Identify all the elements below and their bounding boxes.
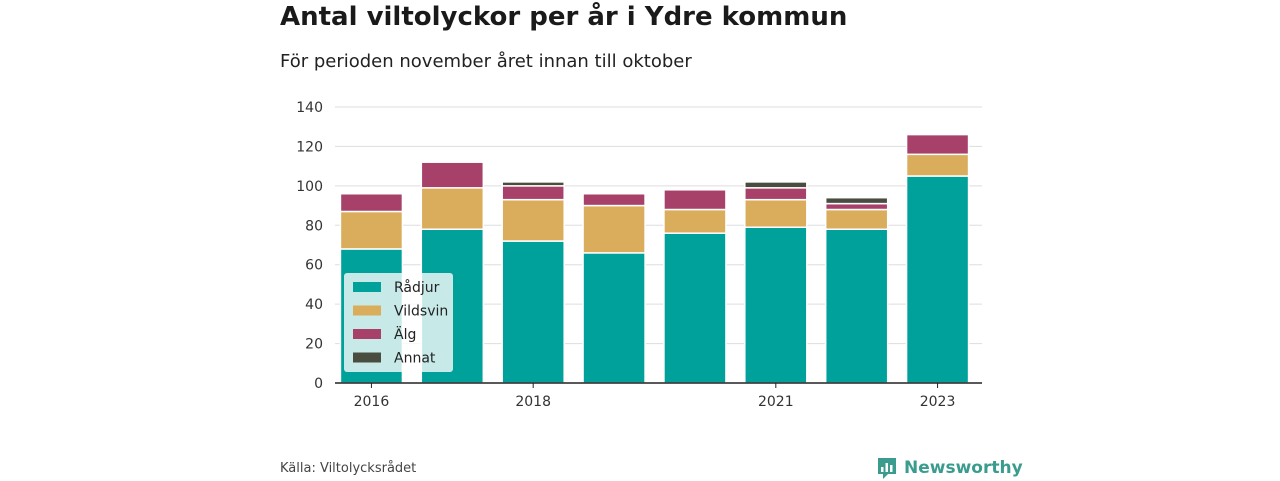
brand-logo[interactable]: Newsworthy	[876, 455, 1023, 481]
bar-segment	[744, 198, 808, 229]
legend-swatch	[353, 352, 381, 363]
y-tick-label: 20	[305, 337, 323, 353]
legend-label: Rådjur	[394, 279, 440, 296]
bar-segment	[905, 175, 970, 384]
legend-label: Annat	[394, 351, 436, 367]
source-note: Källa: Viltolycksrådet	[280, 461, 417, 476]
y-tick-label: 60	[305, 258, 323, 274]
bar-segment	[905, 133, 970, 156]
y-tick-label: 140	[296, 100, 323, 116]
chart-subtitle: För perioden november året innan till ok…	[280, 51, 692, 72]
y-tick-label: 80	[305, 218, 323, 234]
x-tick-label: 2016	[354, 394, 390, 410]
legend-label: Vildsvin	[394, 304, 448, 320]
bar-segment	[501, 185, 565, 201]
legend-swatch	[353, 305, 381, 316]
newsworthy-logo-icon	[878, 458, 896, 479]
bar-segment	[582, 192, 646, 207]
legend-box	[344, 273, 453, 372]
bar-segment	[501, 240, 565, 384]
bar-segment	[339, 192, 404, 213]
bar-segment	[663, 208, 727, 234]
bar-segment	[824, 208, 889, 230]
x-tick-label: 2023	[920, 394, 956, 410]
bar-segment	[744, 187, 808, 201]
y-tick-label: 100	[296, 179, 323, 195]
chart-title: Antal viltolyckor per år i Ydre kommun	[280, 2, 848, 32]
bar-segment	[339, 210, 404, 250]
legend-label: Älg	[394, 325, 416, 343]
bar-segment	[582, 204, 646, 254]
bar-segment	[582, 252, 646, 384]
y-tick-label: 120	[296, 139, 323, 155]
brand-name: Newsworthy	[904, 458, 1023, 478]
bar-segment	[744, 226, 808, 384]
bar-segment	[501, 181, 565, 187]
y-tick-label: 40	[305, 297, 323, 313]
bar-segment	[744, 181, 808, 189]
bar-segment	[824, 202, 889, 211]
bar-segment	[420, 161, 485, 189]
bar-segment	[501, 198, 565, 242]
bar-segment	[420, 187, 485, 230]
bar-segment	[663, 189, 727, 211]
legend-swatch	[353, 282, 381, 292]
legend-swatch	[353, 329, 381, 339]
x-tick-label: 2021	[758, 394, 794, 410]
y-tick-label: 0	[314, 376, 323, 392]
bar-segment	[663, 232, 727, 384]
bar-segment	[824, 196, 889, 205]
bar-segment	[824, 228, 889, 384]
x-tick-label: 2018	[515, 394, 551, 410]
bar-segment	[905, 153, 970, 177]
